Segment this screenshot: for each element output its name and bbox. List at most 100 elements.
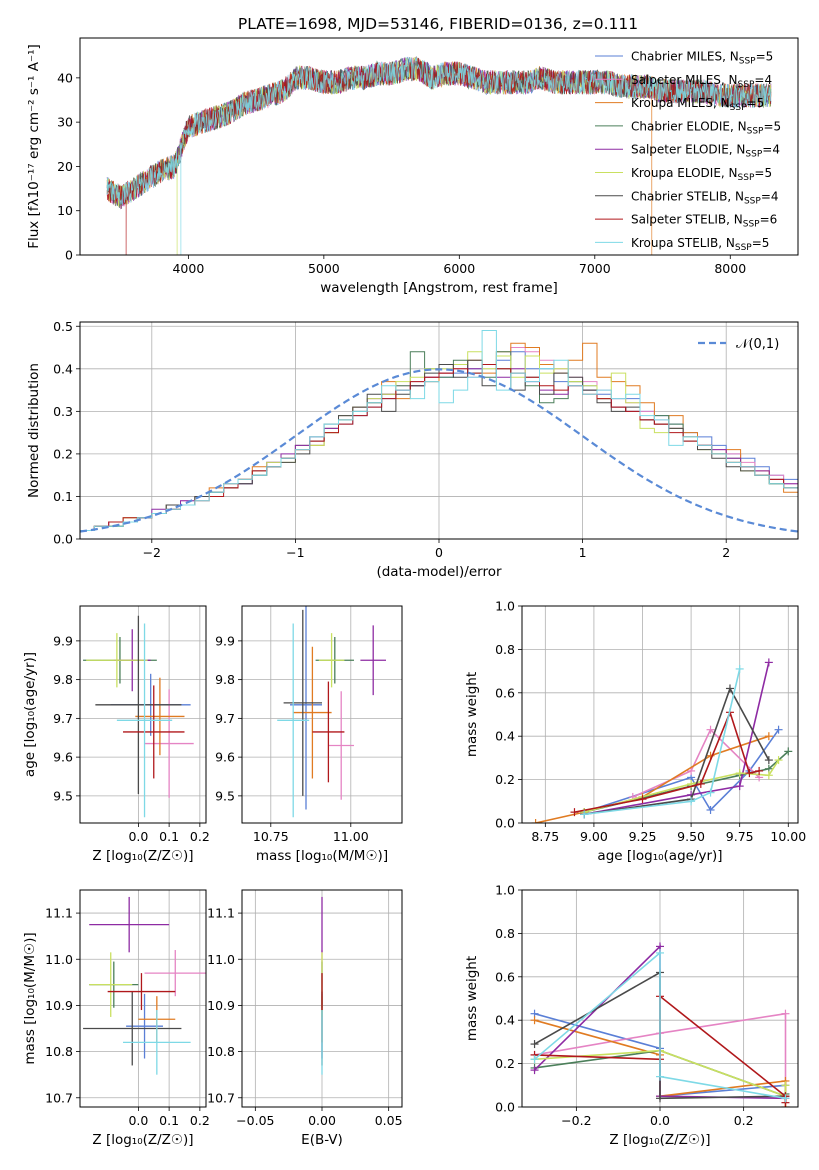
- histogram-step: [80, 364, 798, 531]
- y-tick-label: 9.5: [215, 788, 235, 803]
- axes-frame: [79, 605, 207, 824]
- x-tick-label: 8.75: [531, 829, 559, 844]
- x-tick-label: −1: [286, 545, 304, 560]
- histogram-step: [80, 351, 798, 531]
- weight-marker: [530, 1016, 539, 1025]
- x-tick-label: 9.00: [580, 829, 608, 844]
- weight-marker: [755, 766, 764, 775]
- errorbar-point: [312, 681, 345, 783]
- errorbar-point: [144, 950, 206, 997]
- legend-entry: Kroupa STELIB, NSSP=5: [595, 236, 769, 253]
- y-tick-label: 0.2: [495, 772, 515, 787]
- legend-label: 𝒩(0,1): [736, 337, 779, 352]
- weight-line: [584, 686, 770, 816]
- y-tick-label: 0.5: [53, 319, 73, 334]
- x-axis-label: (data-model)/error: [376, 564, 502, 580]
- legend-label: Chabrier MILES, NSSP=5: [631, 50, 773, 67]
- errorbar-point: [116, 623, 173, 818]
- x-tick-label: 0.00: [308, 1113, 336, 1128]
- histogram-step: [80, 351, 798, 531]
- legend-entry: Chabrier STELIB, NSSP=4: [595, 189, 779, 206]
- legend-entry: Kroupa MILES, NSSP=5: [595, 96, 764, 113]
- y-tick-label: 10: [57, 203, 73, 218]
- x-tick-label: 2: [722, 545, 730, 560]
- grid: [242, 606, 402, 823]
- weight-marker: [764, 658, 773, 667]
- y-tick-label: 0.8: [495, 642, 515, 657]
- x-tick-label: −0.05: [236, 1113, 274, 1128]
- weight-marker: [781, 1081, 790, 1090]
- histogram-step: [80, 330, 798, 531]
- x-axis-label: age [log₁₀(age/yr)]: [597, 848, 722, 864]
- y-tick-label: 10.8: [207, 1044, 235, 1059]
- y-tick-label: 0.4: [495, 729, 515, 744]
- weight-line: [584, 668, 741, 816]
- errorbar-point: [95, 615, 182, 794]
- y-axis-label: mass weight: [464, 672, 480, 757]
- weight-marker: [530, 1040, 539, 1049]
- x-axis-label: Z [log₁₀(Z/Z☉)]: [609, 1132, 710, 1148]
- axes-frame: [79, 37, 799, 256]
- y-tick-label: 0.6: [495, 969, 515, 984]
- y-tick-label: 0.0: [495, 1100, 515, 1115]
- x-tick-label: 0.2: [190, 1113, 210, 1128]
- legend-label: Salpeter MILES, NSSP=4: [631, 73, 772, 90]
- legend-entry: Kroupa ELODIE, NSSP=5: [595, 166, 772, 183]
- x-tick-label: −0.2: [561, 1113, 591, 1128]
- x-axis-label: Z [log₁₀(Z/Z☉)]: [92, 1132, 193, 1148]
- errorbar-point: [89, 896, 170, 953]
- weight-marker: [784, 747, 793, 756]
- weight-marker: [774, 725, 783, 734]
- x-tick-label: −2: [143, 545, 161, 560]
- legend-entry: Chabrier MILES, NSSP=5: [595, 50, 773, 67]
- weight-marker: [764, 756, 773, 765]
- weight-marker: [735, 664, 744, 673]
- y-axis-label: mass weight: [464, 956, 480, 1041]
- weight-marker: [745, 769, 754, 778]
- y-tick-label: 0.1: [53, 489, 73, 504]
- normal-curve: [80, 368, 798, 533]
- weight-marker: [530, 1055, 539, 1064]
- weight-marker: [735, 782, 744, 791]
- errorbar-point: [135, 677, 185, 756]
- y-tick-label: 9.8: [215, 672, 235, 687]
- y-tick-label: 9.7: [215, 711, 235, 726]
- legend-entry: Chabrier ELODIE, NSSP=5: [595, 119, 781, 136]
- plot-area: [277, 606, 386, 818]
- weight-marker: [725, 684, 734, 693]
- weight-marker: [764, 732, 773, 741]
- weight-marker: [735, 769, 744, 778]
- histogram-step: [80, 351, 798, 531]
- spectrum-panel: 4000 5000 6000 7000 8000 0 10 20 30 40 wavelength …: [26, 37, 799, 296]
- y-tick-label: 9.8: [53, 672, 73, 687]
- residuals-panel: −2 −1 0 1 2 0.0 0.1 0.2 0.3 0.4 0.5 (data-model)/er…: [26, 319, 799, 580]
- weight-line: [574, 709, 760, 813]
- y-tick-label: 10.9: [45, 998, 73, 1013]
- legend-label: Salpeter ELODIE, NSSP=4: [631, 143, 780, 160]
- x-axis-label: Z [log₁₀(Z/Z☉)]: [92, 848, 193, 864]
- y-tick-label: 0.8: [495, 926, 515, 941]
- weight-line: [534, 1049, 787, 1098]
- weight-marker: [706, 725, 715, 734]
- weight-marker: [531, 819, 540, 823]
- y-tick-label: 0.3: [53, 404, 73, 419]
- y-tick-label: 10.8: [45, 1044, 73, 1059]
- histogram-step: [80, 347, 798, 531]
- axes-frame: [79, 321, 799, 540]
- y-tick-label: 0.4: [53, 361, 73, 376]
- x-tick-label: 5000: [308, 261, 340, 276]
- x-tick-label: 0.0: [128, 829, 148, 844]
- weight-marker: [687, 797, 696, 806]
- legend-label: Chabrier ELODIE, NSSP=5: [631, 119, 781, 136]
- y-tick-label: 0.0: [53, 532, 73, 547]
- y-tick-label: 11.1: [45, 906, 73, 921]
- grid: [80, 606, 206, 823]
- y-tick-label: 0: [65, 248, 73, 263]
- legend-entry: Salpeter STELIB, NSSP=6: [595, 213, 777, 230]
- axes-frame: [521, 889, 799, 1108]
- y-axis-label: Flux [fλ10⁻¹⁷ erg cm⁻² s⁻¹ A⁻¹]: [26, 44, 42, 249]
- weight-vs-z-panel: −0.2 0.0 0.2 0.0 0.2 0.4 0.6 0.8 1.0 Z [log₁₀(Z/Z…: [464, 883, 799, 1148]
- y-axis-label: age [log₁₀(age/yr)]: [22, 652, 38, 777]
- y-tick-label: 20: [57, 159, 73, 174]
